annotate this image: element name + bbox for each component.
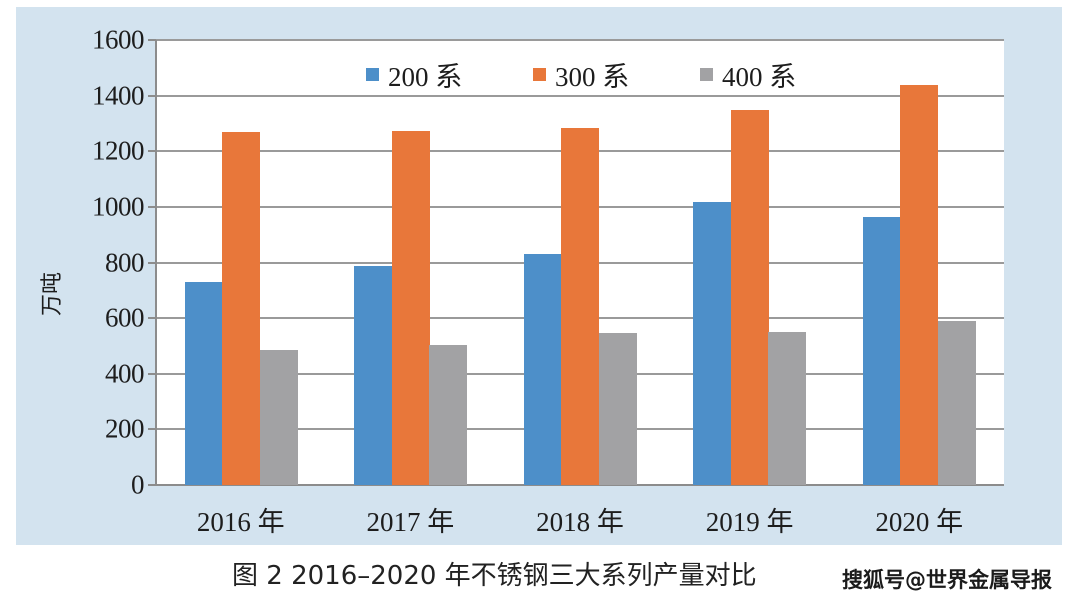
bar-300-2018 xyxy=(561,127,600,485)
x-tick-label: 2019 年 xyxy=(705,507,794,537)
y-tick-label: 400 xyxy=(105,358,145,389)
bar-300-2017 xyxy=(391,130,430,485)
bar-300-2016 xyxy=(222,132,261,485)
legend-item: 200 系 xyxy=(366,55,462,94)
legend-swatch-icon xyxy=(533,68,546,81)
x-tick-label: 2016 年 xyxy=(196,507,285,537)
legend-item: 400 系 xyxy=(700,55,796,94)
legend-swatch-icon xyxy=(700,68,713,81)
y-tick xyxy=(148,317,156,320)
legend-item: 300 系 xyxy=(533,55,629,94)
bar-200-2018 xyxy=(523,253,562,485)
x-tick-label: 2018 年 xyxy=(536,507,624,537)
bar-200-2016 xyxy=(184,281,223,485)
gridline xyxy=(156,39,1004,41)
y-axis-label: 万吨 xyxy=(40,271,66,317)
bar-400-2017 xyxy=(429,345,468,485)
x-tick-label: 2017 年 xyxy=(366,507,455,537)
watermark: 搜狐号@世界金属导报 xyxy=(842,568,1052,592)
y-tick-label: 600 xyxy=(105,302,145,333)
y-tick-label: 1000 xyxy=(92,191,145,222)
bar-200-2020 xyxy=(862,216,901,485)
y-tick xyxy=(148,39,156,41)
y-tick xyxy=(148,150,156,153)
bar-400-2018 xyxy=(598,333,637,485)
legend-label: 400 系 xyxy=(722,62,797,92)
bar-400-2019 xyxy=(768,332,807,485)
x-tick-label: 2020 年 xyxy=(875,507,964,537)
y-tick xyxy=(148,372,156,375)
x-axis-line xyxy=(156,484,1004,486)
y-tick-label: 800 xyxy=(105,247,145,277)
y-tick-label: 1600 xyxy=(92,24,145,55)
y-tick xyxy=(148,205,156,208)
figure-caption: 图 2 2016–2020 年不锈钢三大系列产量对比 xyxy=(232,561,757,591)
y-tick-label: 1400 xyxy=(92,80,145,111)
plot-area xyxy=(156,39,1004,486)
bar-400-2016 xyxy=(259,350,298,485)
y-tick xyxy=(148,94,156,97)
bar-300-2019 xyxy=(730,110,769,485)
y-tick-label: 1200 xyxy=(92,135,145,166)
legend-swatch-icon xyxy=(366,68,379,81)
legend-label: 200 系 xyxy=(388,62,463,92)
bar-200-2019 xyxy=(693,201,732,485)
y-tick-label: 200 xyxy=(105,413,145,444)
y-tick-label: 0 xyxy=(131,469,145,500)
bar-400-2020 xyxy=(937,320,976,485)
bar-200-2017 xyxy=(354,266,393,485)
y-tick xyxy=(148,261,156,264)
bar-300-2020 xyxy=(900,85,939,485)
y-tick xyxy=(148,484,156,486)
legend-label: 300 系 xyxy=(555,62,630,92)
y-axis-line xyxy=(155,40,157,486)
y-tick xyxy=(148,428,156,431)
gridline xyxy=(156,94,1004,97)
